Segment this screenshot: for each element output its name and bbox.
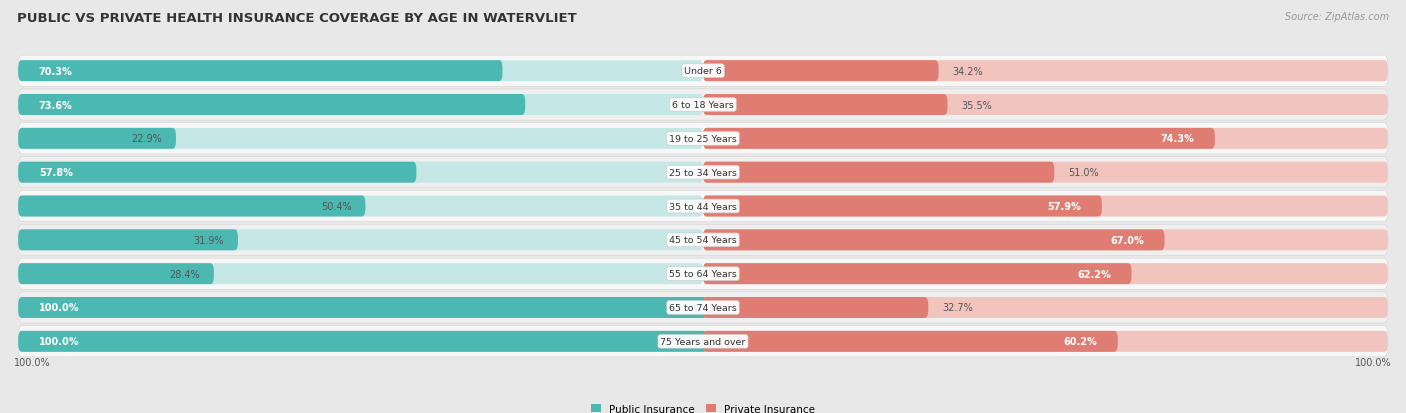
Text: 75 Years and over: 75 Years and over — [661, 337, 745, 346]
FancyBboxPatch shape — [18, 263, 703, 285]
FancyBboxPatch shape — [703, 95, 1388, 116]
FancyBboxPatch shape — [18, 196, 366, 217]
Text: 22.9%: 22.9% — [131, 134, 162, 144]
FancyBboxPatch shape — [703, 331, 1388, 352]
FancyBboxPatch shape — [18, 225, 1388, 256]
FancyBboxPatch shape — [703, 263, 1132, 285]
Text: Source: ZipAtlas.com: Source: ZipAtlas.com — [1285, 12, 1389, 22]
Text: 70.3%: 70.3% — [39, 66, 73, 76]
Text: 74.3%: 74.3% — [1160, 134, 1194, 144]
FancyBboxPatch shape — [18, 90, 1388, 121]
Text: 35.5%: 35.5% — [962, 100, 993, 110]
Text: 45 to 54 Years: 45 to 54 Years — [669, 236, 737, 245]
Text: 67.0%: 67.0% — [1111, 235, 1144, 245]
Text: 28.4%: 28.4% — [170, 269, 200, 279]
FancyBboxPatch shape — [703, 162, 1054, 183]
FancyBboxPatch shape — [703, 61, 939, 82]
Text: Under 6: Under 6 — [685, 67, 721, 76]
Text: 100.0%: 100.0% — [39, 337, 79, 347]
Text: 32.7%: 32.7% — [942, 303, 973, 313]
FancyBboxPatch shape — [703, 196, 1388, 217]
FancyBboxPatch shape — [18, 128, 703, 150]
Text: 25 to 34 Years: 25 to 34 Years — [669, 168, 737, 177]
Text: 50.4%: 50.4% — [321, 202, 352, 211]
Text: 100.0%: 100.0% — [1355, 357, 1392, 368]
FancyBboxPatch shape — [18, 61, 703, 82]
FancyBboxPatch shape — [18, 297, 703, 318]
FancyBboxPatch shape — [703, 61, 1388, 82]
FancyBboxPatch shape — [18, 191, 1388, 222]
FancyBboxPatch shape — [703, 162, 1388, 183]
FancyBboxPatch shape — [703, 128, 1388, 150]
Text: 51.0%: 51.0% — [1069, 168, 1098, 178]
FancyBboxPatch shape — [703, 230, 1388, 251]
Text: 60.2%: 60.2% — [1063, 337, 1097, 347]
Text: 31.9%: 31.9% — [194, 235, 224, 245]
FancyBboxPatch shape — [18, 128, 176, 150]
FancyBboxPatch shape — [703, 128, 1215, 150]
FancyBboxPatch shape — [703, 230, 1164, 251]
FancyBboxPatch shape — [703, 297, 928, 318]
FancyBboxPatch shape — [18, 331, 707, 352]
Text: 6 to 18 Years: 6 to 18 Years — [672, 101, 734, 110]
Text: 65 to 74 Years: 65 to 74 Years — [669, 303, 737, 312]
FancyBboxPatch shape — [18, 123, 1388, 154]
Text: 73.6%: 73.6% — [39, 100, 73, 110]
FancyBboxPatch shape — [18, 326, 1388, 357]
FancyBboxPatch shape — [18, 162, 703, 183]
FancyBboxPatch shape — [18, 263, 214, 285]
Text: 55 to 64 Years: 55 to 64 Years — [669, 270, 737, 278]
FancyBboxPatch shape — [18, 331, 703, 352]
Legend: Public Insurance, Private Insurance: Public Insurance, Private Insurance — [586, 400, 820, 413]
FancyBboxPatch shape — [18, 95, 703, 116]
FancyBboxPatch shape — [703, 331, 1118, 352]
Text: 100.0%: 100.0% — [39, 303, 79, 313]
FancyBboxPatch shape — [18, 95, 526, 116]
FancyBboxPatch shape — [18, 230, 703, 251]
FancyBboxPatch shape — [18, 196, 703, 217]
FancyBboxPatch shape — [703, 196, 1102, 217]
FancyBboxPatch shape — [18, 292, 1388, 323]
FancyBboxPatch shape — [18, 259, 1388, 290]
FancyBboxPatch shape — [703, 95, 948, 116]
Text: 19 to 25 Years: 19 to 25 Years — [669, 135, 737, 143]
Text: 57.9%: 57.9% — [1047, 202, 1081, 211]
FancyBboxPatch shape — [18, 230, 238, 251]
FancyBboxPatch shape — [18, 61, 502, 82]
FancyBboxPatch shape — [18, 162, 416, 183]
Text: 100.0%: 100.0% — [14, 357, 51, 368]
FancyBboxPatch shape — [18, 157, 1388, 188]
Text: 35 to 44 Years: 35 to 44 Years — [669, 202, 737, 211]
Text: 57.8%: 57.8% — [39, 168, 73, 178]
Text: 62.2%: 62.2% — [1077, 269, 1111, 279]
FancyBboxPatch shape — [703, 297, 1388, 318]
Text: PUBLIC VS PRIVATE HEALTH INSURANCE COVERAGE BY AGE IN WATERVLIET: PUBLIC VS PRIVATE HEALTH INSURANCE COVER… — [17, 12, 576, 25]
Text: 34.2%: 34.2% — [952, 66, 983, 76]
FancyBboxPatch shape — [18, 297, 707, 318]
FancyBboxPatch shape — [18, 56, 1388, 87]
FancyBboxPatch shape — [703, 263, 1388, 285]
